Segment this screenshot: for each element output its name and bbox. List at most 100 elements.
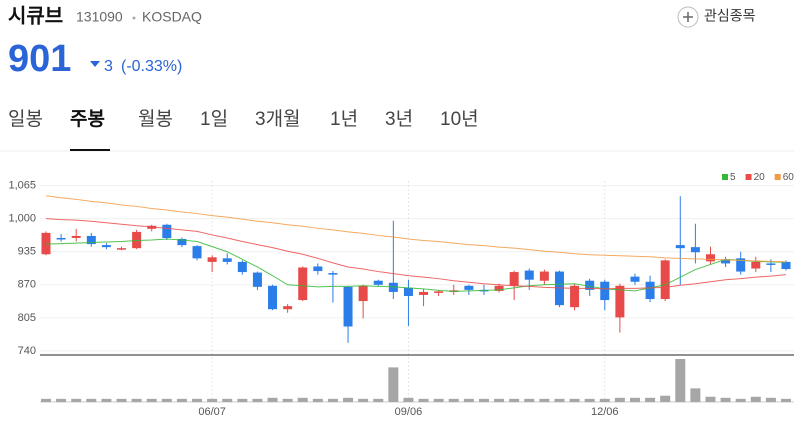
tab[interactable]: 1일 (200, 108, 228, 130)
volume-bar (765, 397, 776, 402)
candle-body (328, 273, 338, 275)
tab[interactable]: 3년 (385, 108, 413, 130)
candle-body (751, 261, 761, 269)
candle-body (313, 266, 323, 272)
x-tick-label: 12/06 (591, 406, 619, 418)
candle-body (434, 291, 444, 293)
volume-bar (569, 398, 580, 402)
volume-bar (358, 398, 369, 402)
volume-bar (86, 398, 97, 402)
legend-label: 5 (730, 172, 736, 183)
volume-bar (599, 398, 610, 402)
volume-bar (403, 397, 414, 402)
candle-body (736, 258, 746, 272)
candle-body (252, 272, 262, 287)
candle-body (403, 287, 413, 296)
volume-bar (312, 398, 323, 402)
volume-bar (463, 398, 474, 402)
tab[interactable]: 주봉 (70, 108, 105, 130)
volume-bar (584, 398, 595, 402)
volume-bar (343, 397, 354, 402)
volume-bar (116, 398, 127, 402)
x-tick-label: 06/07 (198, 406, 226, 418)
y-tick-label: 1,000 (8, 213, 36, 225)
chart: 740 805 870 935 1,000 1,065 06/07 09/06 12/06 5 20… (8, 172, 794, 418)
watch-label: 관심종목 (704, 8, 756, 24)
candle-body (71, 235, 81, 238)
volume-bar (720, 397, 731, 402)
volume-bar (176, 398, 187, 402)
volume-bar (494, 398, 505, 402)
candle-body (645, 281, 655, 300)
candle-body (298, 267, 308, 301)
volume-bar (750, 396, 761, 402)
y-tick-label: 935 (18, 246, 36, 258)
candle-body (494, 285, 504, 291)
candle-body (132, 231, 142, 249)
candle-body (56, 237, 66, 240)
moving-average (45, 195, 787, 263)
legend-swatch (745, 174, 752, 180)
volume-bar (192, 398, 203, 402)
tab[interactable]: 3개월 (255, 108, 301, 130)
candle-body (268, 285, 278, 310)
tab[interactable]: 1년 (330, 108, 358, 130)
stock-name: 시큐브 (8, 4, 63, 27)
candle-body (570, 285, 580, 308)
candle-body (524, 270, 534, 280)
volume-bar (539, 398, 550, 402)
volume-bar (71, 398, 82, 402)
x-tick-label: 09/06 (395, 406, 423, 418)
volume-bar (433, 398, 444, 402)
tab[interactable]: 10년 (440, 108, 479, 130)
candle-body (539, 271, 549, 281)
candle-body (585, 280, 595, 290)
volume-bar (388, 367, 399, 402)
separator (132, 16, 136, 20)
price: 901 (8, 38, 71, 80)
y-tick-label: 870 (18, 279, 36, 291)
plus-icon (677, 6, 699, 28)
volume-bar (327, 398, 338, 402)
volume-bar (237, 398, 248, 402)
candle-body (192, 246, 202, 259)
volume-bar (418, 398, 429, 402)
candle-body (222, 258, 232, 262)
volume-bar (735, 398, 746, 402)
volume-bar (161, 398, 172, 402)
volume-bar (629, 397, 640, 402)
candle-body (509, 272, 519, 286)
candle-body (358, 285, 368, 302)
y-tick-label: 805 (18, 312, 36, 324)
volume-bar (267, 397, 278, 402)
candle-body (86, 235, 96, 245)
volume-bar (41, 398, 51, 402)
candle-body (705, 254, 715, 262)
watch-button[interactable]: 관심종목 (677, 6, 756, 28)
legend-label: 60 (783, 172, 794, 183)
tab[interactable]: 일봉 (8, 108, 43, 130)
volume-bar (478, 398, 489, 402)
y-tick-label: 1,065 (8, 179, 36, 191)
plus-icon (683, 12, 693, 22)
candle-body (101, 245, 111, 248)
candle-body (600, 281, 610, 301)
candle-body (766, 263, 776, 265)
volume-bar (222, 398, 233, 402)
candle-body (721, 259, 731, 264)
tab[interactable]: 월봉 (138, 108, 173, 130)
volume-bar (373, 398, 384, 402)
candle-body (615, 285, 625, 318)
volume-bar (252, 398, 263, 402)
volume-bar (448, 398, 459, 402)
volume-bar (614, 397, 625, 402)
volume-bar (509, 398, 520, 402)
candle-body (237, 261, 247, 273)
change-pct: (-0.33%) (121, 58, 182, 75)
change: 3 (104, 58, 113, 75)
volume-bar (146, 398, 157, 402)
candle-body (41, 232, 51, 255)
volume-bar (524, 398, 535, 402)
